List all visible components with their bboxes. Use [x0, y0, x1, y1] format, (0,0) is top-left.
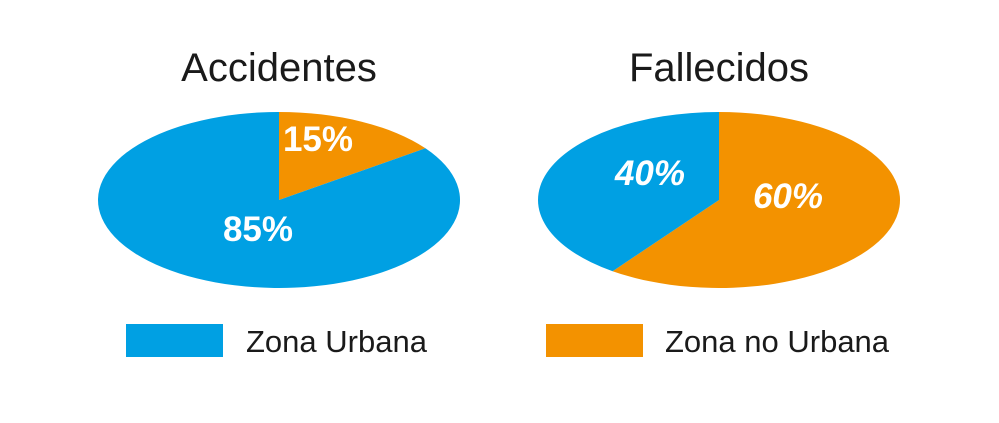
pie-fallecidos: 60% 40% [538, 112, 901, 288]
legend: Zona Urbana Zona no Urbana [126, 324, 890, 359]
pie-data-label: 60% [753, 177, 823, 216]
legend-label-urbana: Zona Urbana [246, 324, 428, 359]
legend-swatch-no-urbana [546, 324, 643, 357]
pie-data-label: 40% [614, 154, 685, 193]
pie-accidentes: 15% 85% [98, 112, 461, 288]
pie-slice-zona-no-urbana [279, 112, 426, 200]
chart-title-fallecidos: Fallecidos [629, 46, 809, 90]
pie-data-label: 85% [223, 210, 293, 249]
legend-label-no-urbana: Zona no Urbana [665, 324, 890, 359]
legend-swatch-urbana [126, 324, 223, 357]
pie-data-label: 15% [283, 120, 353, 159]
pie-slice-zona-urbana [98, 112, 461, 288]
chart-title-accidentes: Accidentes [181, 46, 377, 90]
pie-slice-zona-no-urbana [612, 112, 901, 288]
pie-slice-zona-urbana [538, 112, 719, 272]
